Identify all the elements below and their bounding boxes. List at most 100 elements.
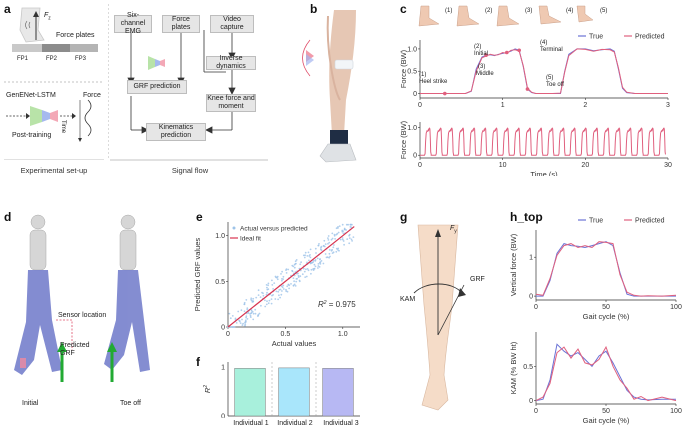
scatter-point [334,238,336,240]
x-tick-label: 3 [666,102,670,109]
scatter-point [254,308,257,311]
scatter-point [250,312,252,315]
x-tick-label: 20 [581,162,589,169]
scatter-point [246,308,249,311]
scatter-point [304,276,307,278]
scatter-point [243,303,246,306]
scatter-point [258,312,261,315]
scatter-point [309,248,312,251]
scatter-point [348,242,351,245]
scatter-point [301,273,304,276]
scatter-point [338,225,341,227]
shoe-icon [319,143,357,163]
scatter-point [280,293,283,296]
scatter-point [295,259,298,261]
scatter-point [264,299,266,302]
scatter-point [315,252,317,254]
scatter-point [304,254,306,257]
scatter-point [264,305,267,308]
legend-label: Predicted [635,218,665,225]
annot-terminal: Terminal [540,47,563,53]
scatter-point [307,251,310,254]
scatter-point [322,262,325,265]
scatter-point [257,314,260,317]
scatter-point [341,237,344,239]
y-axis-label: Vertical force (BW) [509,233,518,296]
y-tick-label: 0 [221,325,225,332]
x-tick-label: 10 [499,162,507,169]
phase-marker [505,50,509,55]
scatter-point [229,326,232,328]
scatter-point [257,289,260,292]
y-axis-label: R2 [203,385,212,393]
grf-line [437,284,465,336]
scatter-point [308,255,311,257]
x-tick-label: 50 [602,304,610,311]
scatter-point [337,227,339,229]
series-true-line [420,48,668,94]
scatter-point [279,288,282,291]
leg-icon [19,7,45,43]
scatter-point [308,259,310,262]
y-tick-label: 1 [529,255,533,262]
scatter-point [328,241,331,244]
initial-caption: Initial [22,400,39,407]
scatter-point [294,285,297,287]
y-tick-label: 1.0 [215,233,225,240]
emg-wave-icon [25,20,31,30]
annot-toe-off-num: (5) [546,75,554,81]
phase-marker [525,87,530,91]
panel-label-d: d [4,210,12,224]
scatter-point [348,237,351,239]
scatter-point [245,315,248,318]
series-predicted-line [535,241,677,297]
scatter-point [332,246,335,249]
scatter-point [249,316,252,318]
knee-moment-illustration [413,224,466,411]
panel-label-c: c [400,2,407,16]
annot-heel-strike: Heel strike [419,79,448,85]
scatter-point [312,261,314,264]
scatter-point [277,298,279,301]
scatter-point [241,318,243,321]
scatter-point [252,312,255,315]
bar-label-individual-1: Individual 1 [233,420,269,427]
x-tick-label: 50 [602,408,610,415]
scatter-point [327,235,330,237]
skull-icon-left [30,214,46,230]
scatter-point [265,284,268,286]
foot-phase-5-icon [576,5,594,23]
scatter-point [293,280,295,283]
r2-superscript: 2 [323,300,327,306]
y-axis-label-superscript: 2 [203,385,209,389]
scatter-point [237,310,240,313]
series-predicted-line [420,127,666,156]
scatter-point [282,284,285,287]
bar-2 [278,367,310,417]
scatter-point [320,260,323,262]
scatter-point [274,298,277,300]
scatter-point [303,270,306,273]
scatter-point [319,261,322,263]
grf-label: GRF [470,276,485,283]
muscle-model-right [104,270,150,372]
scatter-point [249,314,252,317]
scatter-point [337,249,339,251]
chart-bars: 1 0 R2 [203,362,360,418]
scatter-point [322,245,325,247]
scatter-point [261,291,263,294]
x-tick-label: 0.5 [281,331,291,338]
scatter-point [265,303,268,306]
scatter-point [297,274,300,277]
scatter-point [335,250,338,253]
scatter-point [305,275,308,278]
panel-label-e: e [196,210,203,224]
grf-prediction-box: GRF prediction [127,80,187,94]
chart-scatter: 0 0.5 1.0 0 0.5 1.0 Predicted GRF values Actual… [193,222,360,348]
signal-flow-caption: Signal flow [171,166,209,175]
scatter-point [244,324,246,327]
panel-label-h: h_top [510,210,543,224]
scatter-point [243,310,246,313]
scatter-point [318,243,320,245]
